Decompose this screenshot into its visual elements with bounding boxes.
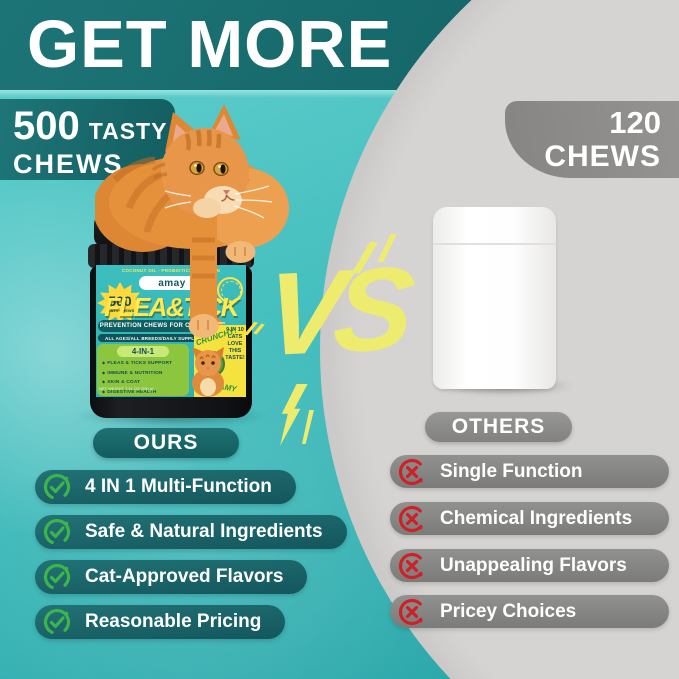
others-drawback-text: Unappealing Flavors	[440, 554, 627, 576]
check-circle-icon	[43, 518, 71, 546]
cross-circle-icon	[398, 458, 426, 485]
quality-seal-icon	[217, 277, 243, 303]
others-drawback-row: Chemical Ingredients	[390, 502, 669, 535]
others-drawback-text: Chemical Ingredients	[440, 507, 633, 529]
ours-benefit-row: 4 IN 1 Multi-Function	[35, 470, 296, 504]
audience-strip: ALL AGES/ALL BREEDS/DAILY SUPPLEMENT	[98, 334, 218, 342]
others-label: OTHERS	[451, 415, 546, 438]
label-feature: FLEAS & TICKS SUPPORT	[102, 359, 189, 369]
others-drawback-row: Unappealing Flavors	[390, 549, 669, 582]
jar-lid-ring	[88, 244, 254, 268]
ours-benefit-text: Cat-Approved Flavors	[85, 566, 284, 587]
our-count-badge: 500 TASTY CHEWS	[0, 99, 175, 180]
vs-graphic: VS	[258, 232, 418, 452]
ours-label: OURS	[133, 431, 199, 454]
our-count-word1: TASTY	[88, 118, 168, 144]
ours-benefit-text: Safe & Natural Ingredients	[85, 521, 323, 542]
audience-text: ALL AGES/ALL BREEDS/DAILY SUPPLEMENT	[105, 335, 211, 341]
label-feature: IMMUNE & NUTRITION	[102, 369, 189, 379]
brand-name: amay	[158, 277, 186, 289]
label-ingredients: COCONUT OIL - PROBIOTICS - PUMPKIN	[121, 268, 221, 273]
net-weight: NET WEIGHT 7.91 OZ (200 g)	[99, 386, 154, 391]
cat-photo-illustration	[95, 104, 289, 338]
others-drawback-row: Pricey Choices	[390, 595, 669, 628]
ours-benefit-text: 4 IN 1 Multi-Function	[85, 476, 272, 497]
vs-lightning-shard	[302, 410, 314, 444]
others-drawback-text: Pricey Choices	[440, 600, 577, 622]
cross-circle-icon	[398, 552, 426, 579]
bottle-lid-seam	[433, 243, 556, 245]
their-count-badge: 120 CHEWS	[505, 101, 679, 178]
check-circle-icon	[43, 473, 71, 501]
label-feature-panel: 4-IN-1 FLEAS & TICKS SUPPORT IMMUNE & NU…	[97, 344, 189, 396]
their-count-word: CHEWS	[544, 140, 661, 174]
our-count-number: 500	[13, 104, 80, 148]
ours-benefit-row: Cat-Approved Flavors	[35, 560, 308, 594]
label-feature-list: FLEAS & TICKS SUPPORT IMMUNE & NUTRITION…	[97, 359, 189, 397]
four-in-one-text: 4-IN-1	[131, 347, 155, 356]
headline: GET MORE	[27, 7, 393, 82]
cross-circle-icon	[398, 505, 426, 532]
cross-circle-icon	[398, 598, 426, 625]
label-feature: DIGESTIVE HEALTH	[102, 388, 189, 398]
others-drawback-text: Single Function	[440, 460, 583, 482]
brand-pill: amay	[139, 276, 205, 290]
check-circle-icon	[43, 563, 71, 591]
our-count-word2: CHEWS	[13, 149, 124, 179]
their-count-number: 120	[609, 105, 661, 140]
others-drawback-row: Single Function	[390, 455, 669, 488]
ours-badge: OURS	[93, 428, 239, 458]
check-circle-icon	[43, 608, 71, 636]
banner-accent-strip	[0, 90, 679, 98]
burst-number: 500	[108, 292, 132, 309]
four-in-one-chip: 4-IN-1	[117, 346, 169, 357]
label-cat-art	[192, 347, 224, 397]
product-subtitle-pill: PREVENTION CHEWS FOR CATS	[98, 320, 204, 332]
label-feature: SKIN & COAT	[102, 378, 189, 388]
product-label: COCONUT OIL - PROBIOTICS - PUMPKIN amay …	[96, 265, 246, 397]
others-badge: OTHERS	[425, 412, 572, 442]
product-subtitle: PREVENTION CHEWS FOR CATS	[99, 323, 203, 329]
ours-benefit-text: Reasonable Pricing	[85, 611, 262, 632]
ours-benefit-row: Reasonable Pricing	[35, 605, 286, 639]
burst-text: TASTY CHEWS	[105, 307, 135, 313]
competitor-bottle	[433, 207, 556, 389]
taste-claim: 9 IN 10 CATS LOVE THIS TASTE!	[225, 327, 245, 361]
ours-benefit-row: Safe & Natural Ingredients	[35, 515, 347, 549]
